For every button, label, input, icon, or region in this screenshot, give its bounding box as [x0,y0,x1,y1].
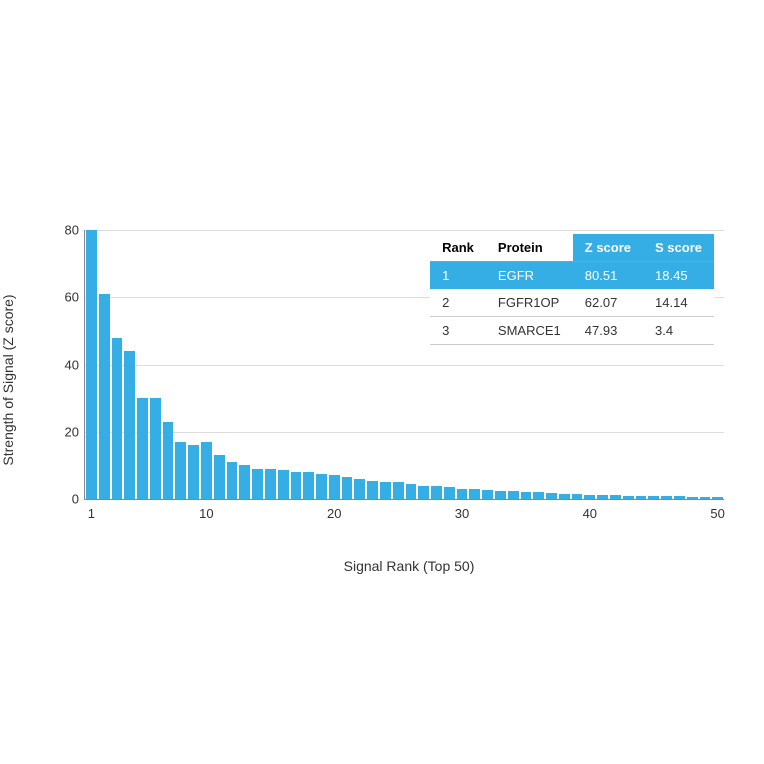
y-tick-label: 40 [51,357,79,372]
table-cell: 3.4 [643,317,714,345]
bar [674,496,685,499]
x-tick-label: 1 [88,506,95,521]
bar [265,469,276,499]
x-axis-label: Signal Rank (Top 50) [84,558,734,574]
bar [700,497,711,499]
bar [354,479,365,499]
y-axis-label: Strength of Signal (Z score) [0,294,16,465]
y-tick-label: 20 [51,424,79,439]
bar [623,496,634,499]
bar [406,484,417,499]
bar [303,472,314,499]
bar [661,496,672,499]
y-tick-label: 0 [51,492,79,507]
bar [227,462,238,499]
bar [175,442,186,499]
table-header-cell: S score [643,234,714,262]
bar [584,495,595,499]
top-proteins-table: RankProteinZ scoreS score 1EGFR80.5118.4… [430,234,714,345]
x-tick-label: 50 [710,506,724,521]
bar [648,496,659,499]
bar [610,495,621,499]
bar [291,472,302,499]
table-cell: 3 [430,317,486,345]
bar [636,496,647,499]
bar [99,294,110,499]
table-cell: 80.51 [573,262,643,290]
bar [239,465,250,499]
bar [163,422,174,499]
bar [367,481,378,499]
bar [521,492,532,499]
plot-area: RankProteinZ scoreS score 1EGFR80.5118.4… [84,230,724,500]
table-cell: 18.45 [643,262,714,290]
bar [124,351,135,499]
table-cell: 1 [430,262,486,290]
bar [546,493,557,499]
table-header-cell: Rank [430,234,486,262]
x-tick-label: 30 [455,506,469,521]
bar [597,495,608,499]
bar [112,338,123,499]
x-tick-label: 10 [199,506,213,521]
bar [687,497,698,499]
table-row: 2FGFR1OP62.0714.14 [430,289,714,317]
bar [508,491,519,499]
bar [278,470,289,499]
bar [469,489,480,499]
bar [533,492,544,499]
bar [393,482,404,499]
bar [457,489,468,499]
bar [380,482,391,499]
table-cell: FGFR1OP [486,289,573,317]
table-cell: 2 [430,289,486,317]
table-cell: 47.93 [573,317,643,345]
x-tick-label: 20 [327,506,341,521]
bar [495,491,506,499]
bar [444,487,455,499]
bar [418,486,429,499]
bar [572,494,583,499]
bar [86,230,97,499]
bar [150,398,161,499]
bar [201,442,212,499]
signal-rank-chart: Strength of Signal (Z score) RankProtein… [30,230,734,530]
y-tick-label: 80 [51,223,79,238]
table-row: 1EGFR80.5118.45 [430,262,714,290]
bar [214,455,225,499]
bar [252,469,263,499]
y-tick-label: 60 [51,290,79,305]
table-cell: 62.07 [573,289,643,317]
bar [482,490,493,499]
table-cell: 14.14 [643,289,714,317]
bar [342,477,353,499]
bar [316,474,327,499]
bar [329,475,340,499]
table-header-cell: Protein [486,234,573,262]
bar [431,486,442,499]
table-cell: EGFR [486,262,573,290]
bar [188,445,199,499]
table-header-cell: Z score [573,234,643,262]
bar [712,497,723,499]
bar [559,494,570,499]
x-tick-label: 40 [583,506,597,521]
table-row: 3SMARCE147.933.4 [430,317,714,345]
table-cell: SMARCE1 [486,317,573,345]
bar [137,398,148,499]
